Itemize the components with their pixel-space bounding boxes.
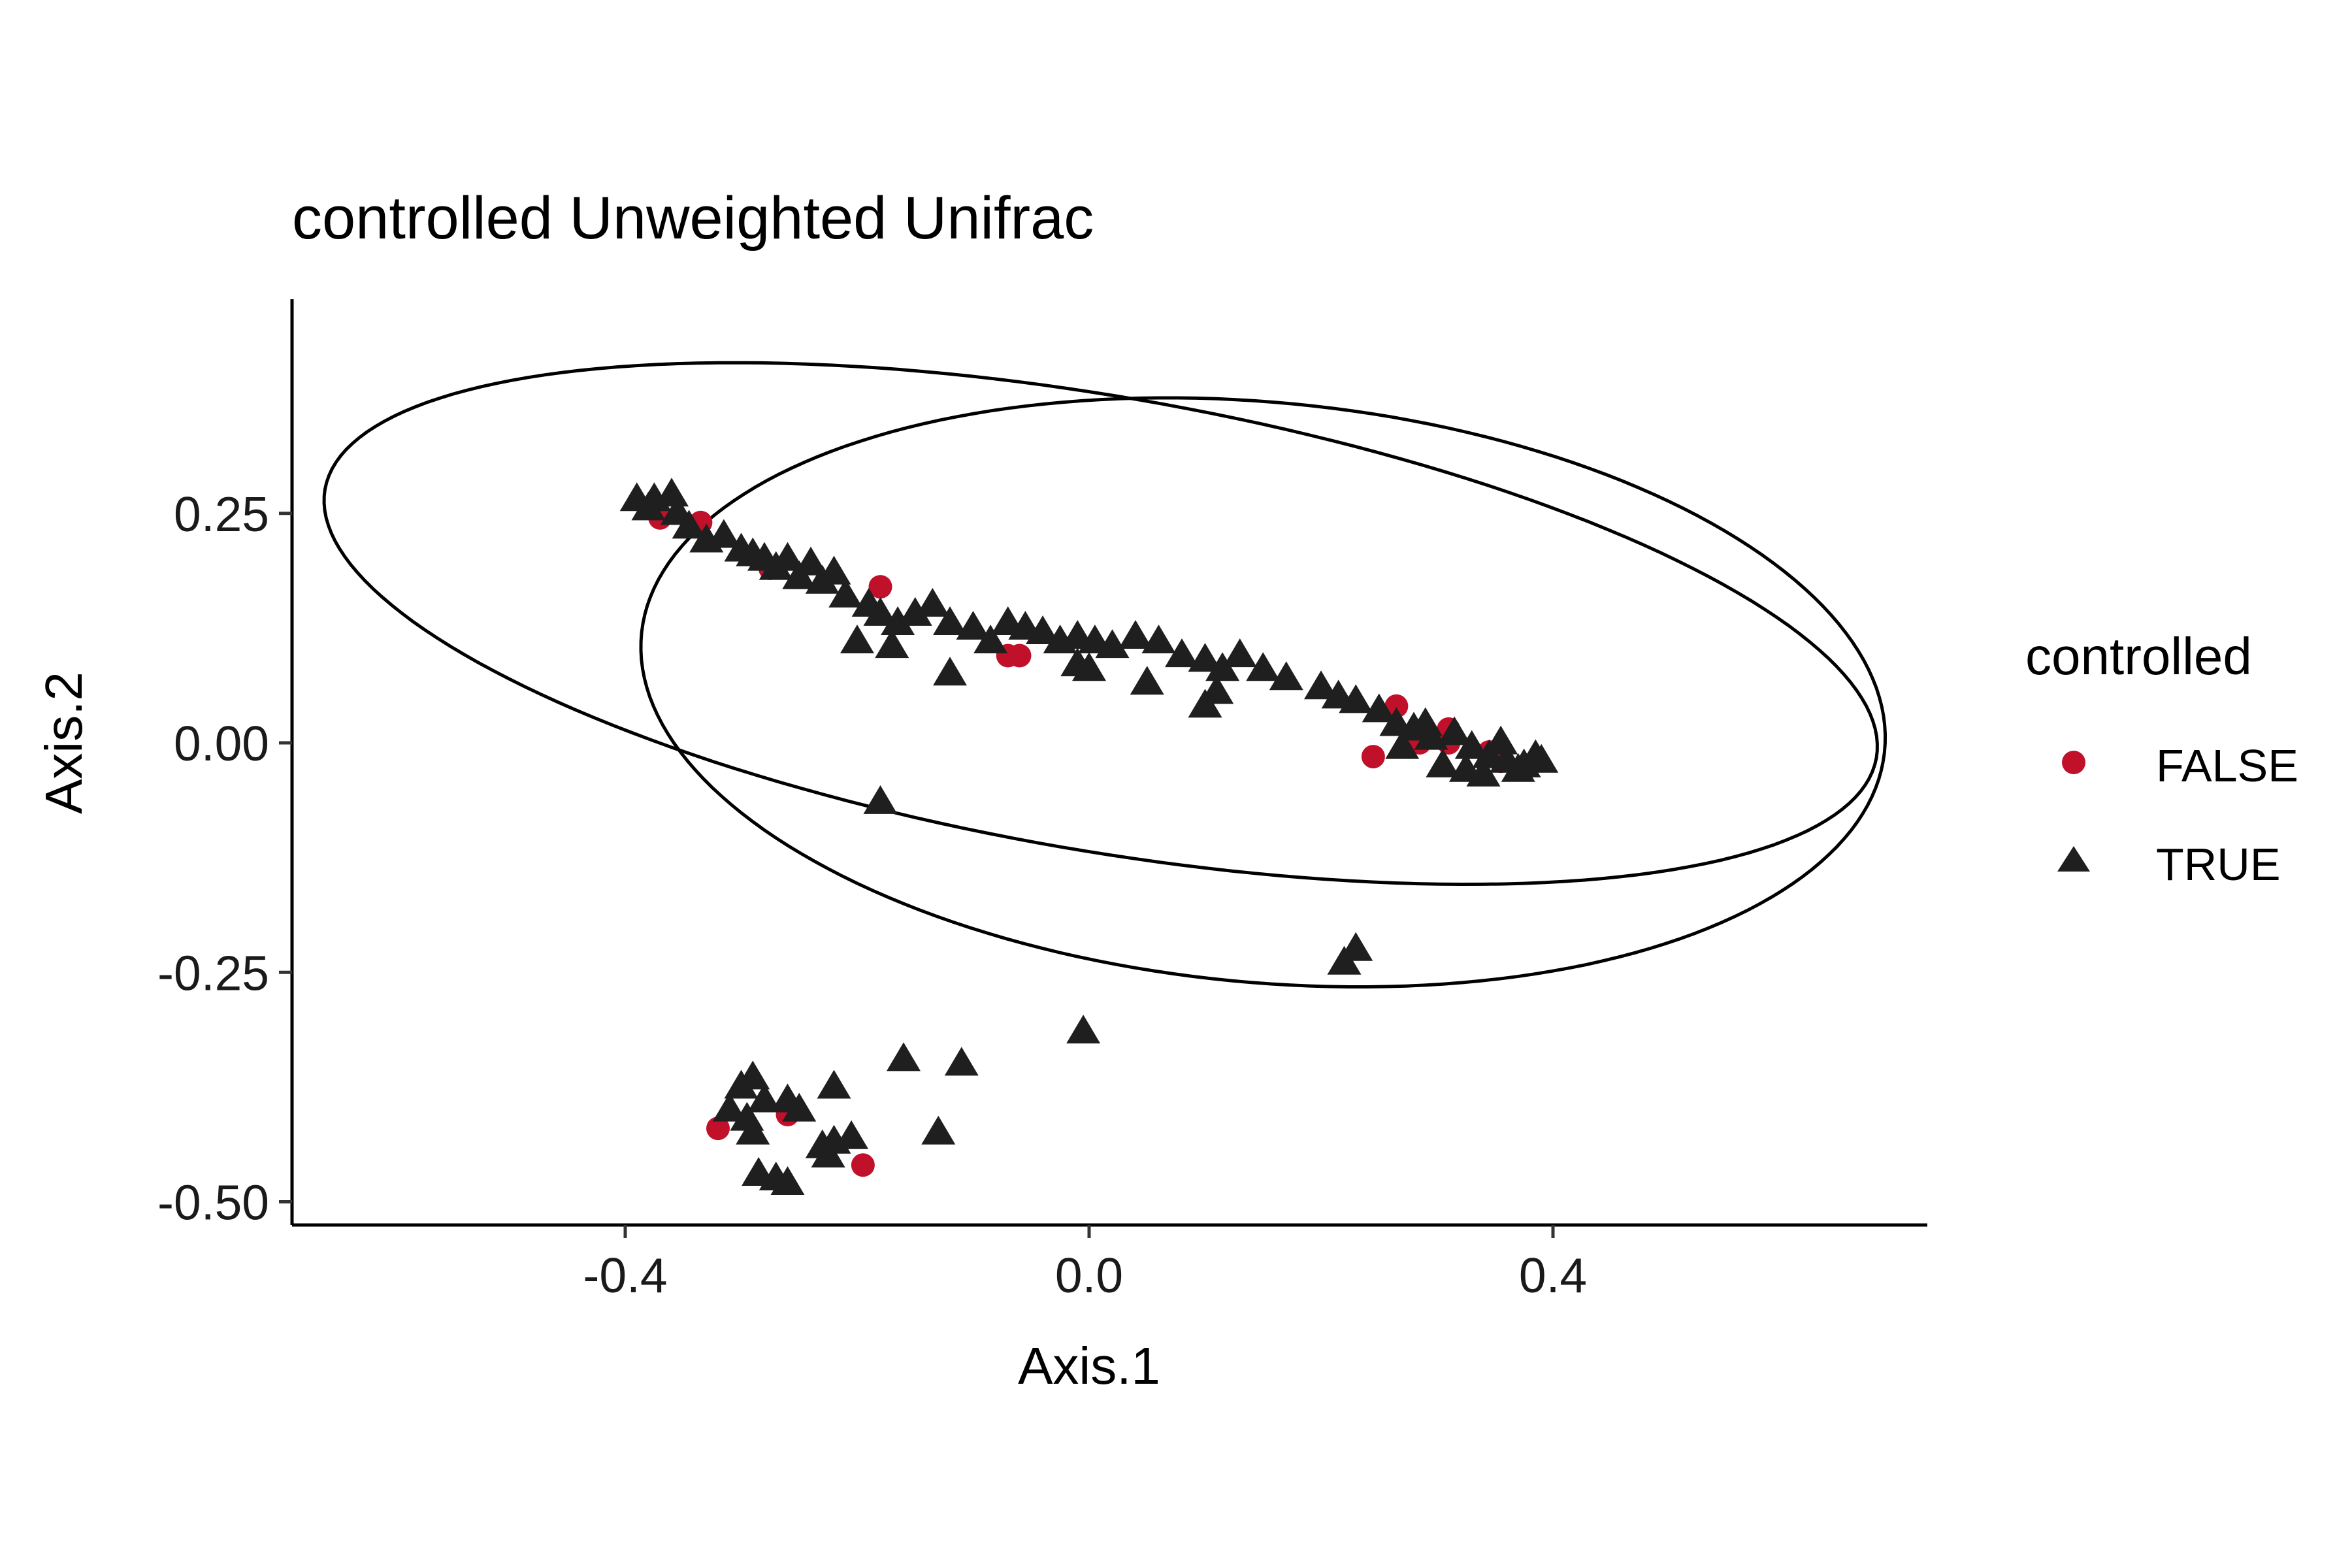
y-axis-ticks: 0.25 0.00 -0.25 -0.50 bbox=[157, 487, 292, 1230]
point-true bbox=[817, 1070, 851, 1099]
point-true bbox=[1095, 629, 1130, 659]
y-tick-label: -0.25 bbox=[157, 945, 269, 1000]
point-false bbox=[1384, 694, 1409, 718]
point-true bbox=[1026, 615, 1060, 644]
point-true bbox=[921, 1115, 956, 1145]
legend: controlled FALSE TRUE bbox=[2025, 627, 2298, 890]
point-true bbox=[817, 555, 851, 585]
point-true bbox=[1484, 725, 1518, 755]
point-true bbox=[1205, 652, 1240, 681]
y-tick-label: 0.25 bbox=[174, 487, 269, 542]
point-true bbox=[1188, 643, 1222, 672]
point-true bbox=[933, 657, 967, 686]
point-true bbox=[1119, 620, 1152, 649]
point-true bbox=[1385, 730, 1420, 759]
point-true bbox=[672, 510, 706, 539]
point-true bbox=[933, 606, 967, 635]
point-true bbox=[915, 587, 950, 617]
point-true bbox=[770, 1166, 805, 1195]
point-true bbox=[887, 1042, 921, 1071]
point-true bbox=[736, 1060, 770, 1090]
legend-false-marker bbox=[2062, 751, 2085, 774]
point-true bbox=[1066, 1015, 1101, 1044]
point-true bbox=[655, 478, 689, 507]
y-axis-title: Axis.2 bbox=[35, 672, 93, 814]
point-true bbox=[973, 625, 1008, 654]
point-true bbox=[875, 629, 909, 659]
point-true bbox=[944, 1047, 979, 1076]
point-true bbox=[863, 596, 898, 626]
point-true bbox=[1466, 757, 1501, 787]
point-true bbox=[811, 1138, 845, 1168]
point-false bbox=[706, 1117, 730, 1141]
y-tick-label: -0.50 bbox=[157, 1175, 269, 1230]
ellipse-true bbox=[639, 396, 1887, 988]
point-false bbox=[1361, 745, 1385, 769]
point-true bbox=[747, 1083, 781, 1113]
point-true bbox=[1141, 625, 1176, 654]
point-true bbox=[770, 542, 805, 571]
point-true bbox=[1501, 753, 1535, 782]
point-true bbox=[1130, 666, 1164, 695]
legend-true-label: TRUE bbox=[2156, 839, 2281, 890]
point-true bbox=[712, 1092, 747, 1122]
x-axis-title: Axis.1 bbox=[1018, 1337, 1160, 1395]
point-true bbox=[1269, 661, 1303, 691]
x-tick-label: 0.4 bbox=[1519, 1248, 1587, 1303]
point-true bbox=[1222, 638, 1257, 668]
point-true bbox=[881, 606, 915, 635]
point-true bbox=[1304, 670, 1338, 700]
point-true bbox=[1362, 693, 1396, 723]
point-true bbox=[1200, 675, 1234, 704]
point-true bbox=[794, 546, 828, 576]
data-points bbox=[619, 478, 1559, 1195]
point-true bbox=[1165, 638, 1199, 668]
point-true bbox=[1437, 716, 1472, 745]
x-tick-label: 0.0 bbox=[1055, 1248, 1123, 1303]
legend-true-marker bbox=[2057, 846, 2090, 872]
point-true bbox=[1524, 743, 1559, 773]
point-true bbox=[1246, 652, 1281, 681]
x-tick-label: -0.4 bbox=[583, 1248, 667, 1303]
point-true bbox=[834, 1120, 869, 1149]
point-true bbox=[782, 1092, 817, 1122]
point-true bbox=[863, 785, 898, 814]
point-true bbox=[828, 578, 863, 608]
ellipse-false bbox=[322, 361, 1879, 887]
x-axis-ticks: -0.4 0.0 0.4 bbox=[583, 1225, 1587, 1303]
y-tick-label: 0.00 bbox=[174, 716, 269, 771]
point-true bbox=[1454, 730, 1489, 759]
point-true bbox=[736, 1115, 770, 1145]
chart-title: controlled Unweighted Unifrac bbox=[292, 185, 1094, 252]
point-true bbox=[956, 610, 990, 640]
point-false bbox=[1007, 644, 1032, 668]
confidence-ellipses bbox=[322, 361, 1887, 988]
point-true bbox=[1060, 647, 1095, 677]
point-true bbox=[1408, 707, 1443, 736]
point-true bbox=[706, 519, 741, 548]
point-true bbox=[1339, 932, 1373, 961]
point-true bbox=[631, 491, 666, 521]
point-true bbox=[1339, 684, 1373, 713]
point-true bbox=[1426, 748, 1460, 777]
point-false bbox=[851, 1153, 875, 1177]
point-true bbox=[840, 625, 874, 654]
point-false bbox=[868, 575, 892, 599]
legend-title: controlled bbox=[2025, 627, 2252, 685]
point-true bbox=[898, 596, 932, 626]
legend-false-label: FALSE bbox=[2156, 740, 2298, 791]
